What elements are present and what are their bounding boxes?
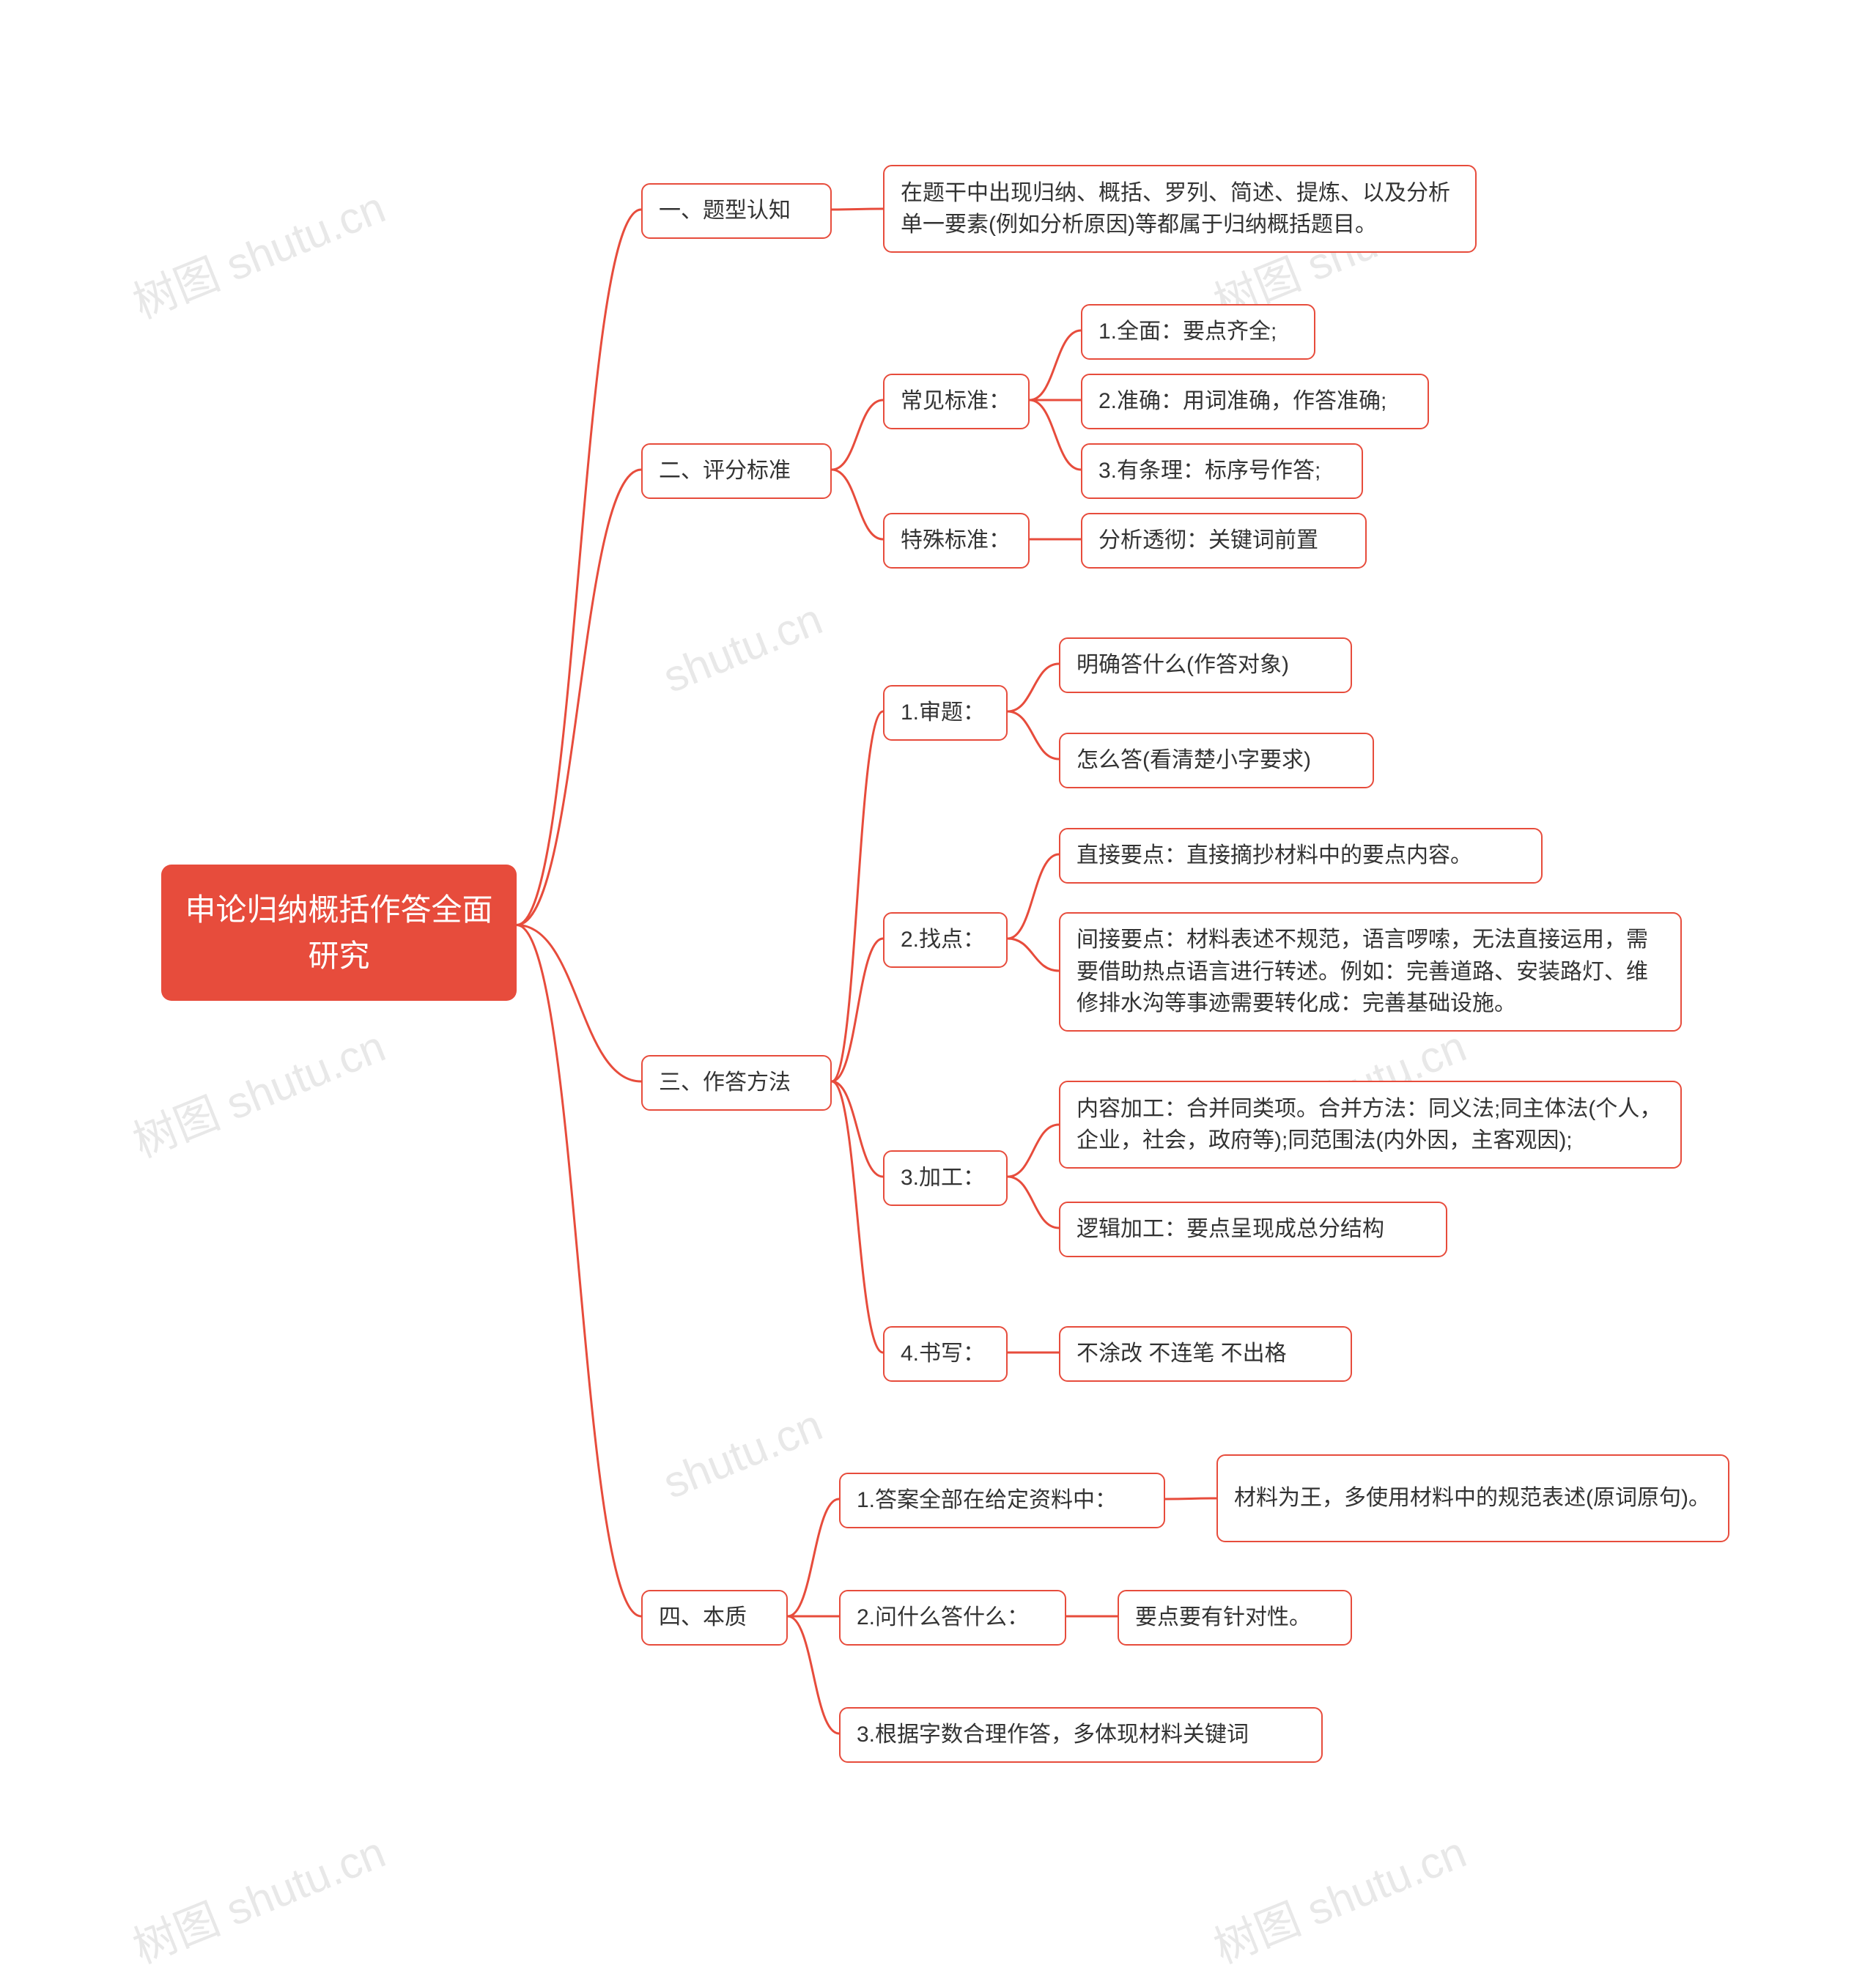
mindmap-node[interactable]: 常见标准： — [883, 374, 1030, 429]
edge — [517, 210, 641, 925]
mindmap-node[interactable]: 2.找点： — [883, 912, 1008, 968]
node-label: 申论归纳概括作答全面研究 — [182, 887, 496, 979]
mindmap-node[interactable]: 明确答什么(作答对象) — [1059, 637, 1352, 693]
node-label: 1.审题： — [901, 697, 985, 729]
edge — [1008, 664, 1059, 711]
edge — [1008, 1125, 1059, 1177]
edge — [1008, 1177, 1059, 1228]
edge — [517, 925, 641, 1617]
node-label: 明确答什么(作答对象) — [1077, 649, 1289, 681]
node-label: 间接要点：材料表述不规范，语言啰嗦，无法直接运用，需要借助热点语言进行转述。例如… — [1077, 924, 1664, 1020]
mindmap-node[interactable]: 3.根据字数合理作答，多体现材料关键词 — [839, 1707, 1323, 1763]
node-label: 怎么答(看清楚小字要求) — [1077, 744, 1311, 777]
node-label: 逻辑加工：要点呈现成总分结构 — [1077, 1213, 1384, 1246]
watermark: 树图 shutu.cn — [122, 1011, 394, 1170]
mindmap-node[interactable]: 1.答案全部在给定资料中： — [839, 1473, 1165, 1528]
node-label: 二、评分标准 — [659, 455, 791, 487]
node-label: 直接要点：直接摘抄材料中的要点内容。 — [1077, 840, 1472, 872]
root-node[interactable]: 申论归纳概括作答全面研究 — [161, 865, 517, 1001]
node-label: 1.答案全部在给定资料中： — [857, 1484, 1117, 1517]
mindmap-node[interactable]: 不涂改 不连笔 不出格 — [1059, 1326, 1352, 1382]
node-label: 不涂改 不连笔 不出格 — [1077, 1338, 1287, 1370]
mindmap-node[interactable]: 材料为王，多使用材料中的规范表述(原词原句)。 — [1216, 1454, 1729, 1542]
mindmap-node[interactable]: 分析透彻：关键词前置 — [1081, 513, 1367, 569]
mindmap-node[interactable]: 1.全面：要点齐全; — [1081, 304, 1315, 360]
mindmap-node[interactable]: 直接要点：直接摘抄材料中的要点内容。 — [1059, 828, 1543, 884]
edge — [832, 711, 883, 1081]
edge — [832, 1081, 883, 1177]
mindmap-node[interactable]: 3.加工： — [883, 1150, 1008, 1206]
mindmap-node[interactable]: 2.准确：用词准确，作答准确; — [1081, 374, 1429, 429]
mindmap-node[interactable]: 三、作答方法 — [641, 1055, 832, 1111]
edge — [1030, 400, 1081, 470]
mindmap-node[interactable]: 4.书写： — [883, 1326, 1008, 1382]
watermark: shutu.cn — [656, 1399, 829, 1509]
mindmap-node[interactable]: 内容加工：合并同类项。合并方法：同义法;同主体法(个人，企业，社会，政府等);同… — [1059, 1081, 1682, 1169]
node-label: 2.准确：用词准确，作答准确; — [1098, 385, 1386, 418]
mindmap-node[interactable]: 特殊标准： — [883, 513, 1030, 569]
mindmap-node[interactable]: 在题干中出现归纳、概括、罗列、简述、提炼、以及分析单一要素(例如分析原因)等都属… — [883, 165, 1477, 253]
node-label: 1.全面：要点齐全; — [1098, 316, 1277, 348]
edge — [788, 1499, 839, 1616]
node-label: 在题干中出现归纳、概括、罗列、简述、提炼、以及分析单一要素(例如分析原因)等都属… — [901, 177, 1459, 241]
edge — [788, 1616, 839, 1733]
node-label: 2.找点： — [901, 924, 985, 956]
edge — [1008, 939, 1059, 971]
mindmap-node[interactable]: 3.有条理：标序号作答; — [1081, 443, 1363, 499]
edge — [1008, 711, 1059, 759]
node-label: 一、题型认知 — [659, 195, 791, 227]
edge — [832, 470, 883, 539]
mindmap-node[interactable]: 一、题型认知 — [641, 183, 832, 239]
node-label: 2.问什么答什么： — [857, 1602, 1029, 1634]
mindmap-node[interactable]: 1.审题： — [883, 685, 1008, 741]
node-label: 内容加工：合并同类项。合并方法：同义法;同主体法(个人，企业，社会，政府等);同… — [1077, 1093, 1664, 1157]
edge — [832, 1081, 883, 1353]
edge — [1008, 854, 1059, 939]
watermark: shutu.cn — [656, 593, 829, 703]
watermark: 树图 shutu.cn — [122, 172, 394, 331]
node-label: 要点要有针对性。 — [1135, 1602, 1311, 1634]
node-label: 四、本质 — [659, 1602, 747, 1634]
mindmap-node[interactable]: 间接要点：材料表述不规范，语言啰嗦，无法直接运用，需要借助热点语言进行转述。例如… — [1059, 912, 1682, 1032]
mindmap-node[interactable]: 怎么答(看清楚小字要求) — [1059, 733, 1374, 788]
edge — [517, 470, 641, 925]
node-label: 常见标准： — [901, 385, 1011, 418]
edge — [517, 925, 641, 1082]
node-label: 3.加工： — [901, 1162, 985, 1194]
mindmap-node[interactable]: 要点要有针对性。 — [1118, 1590, 1352, 1646]
edge — [832, 209, 883, 210]
node-label: 分析透彻：关键词前置 — [1098, 525, 1318, 557]
node-label: 3.根据字数合理作答，多体现材料关键词 — [857, 1719, 1249, 1751]
mindmap-node[interactable]: 逻辑加工：要点呈现成总分结构 — [1059, 1202, 1447, 1257]
watermark: 树图 shutu.cn — [122, 1817, 394, 1976]
edge — [832, 939, 883, 1081]
node-label: 三、作答方法 — [659, 1067, 791, 1099]
mindmap-canvas: 树图 shutu.cn树图 shutu.cn树图 shutu.cn树图 shut… — [0, 0, 1876, 1952]
node-label: 材料为王，多使用材料中的规范表述(原词原句)。 — [1234, 1482, 1710, 1514]
node-label: 4.书写： — [901, 1338, 985, 1370]
watermark: 树图 shutu.cn — [1203, 1817, 1474, 1976]
mindmap-node[interactable]: 四、本质 — [641, 1590, 788, 1646]
edge — [832, 400, 883, 470]
node-label: 特殊标准： — [901, 525, 1011, 557]
edge — [1030, 330, 1081, 400]
node-label: 3.有条理：标序号作答; — [1098, 455, 1321, 487]
edge — [1165, 1498, 1216, 1499]
mindmap-node[interactable]: 2.问什么答什么： — [839, 1590, 1066, 1646]
mindmap-node[interactable]: 二、评分标准 — [641, 443, 832, 499]
